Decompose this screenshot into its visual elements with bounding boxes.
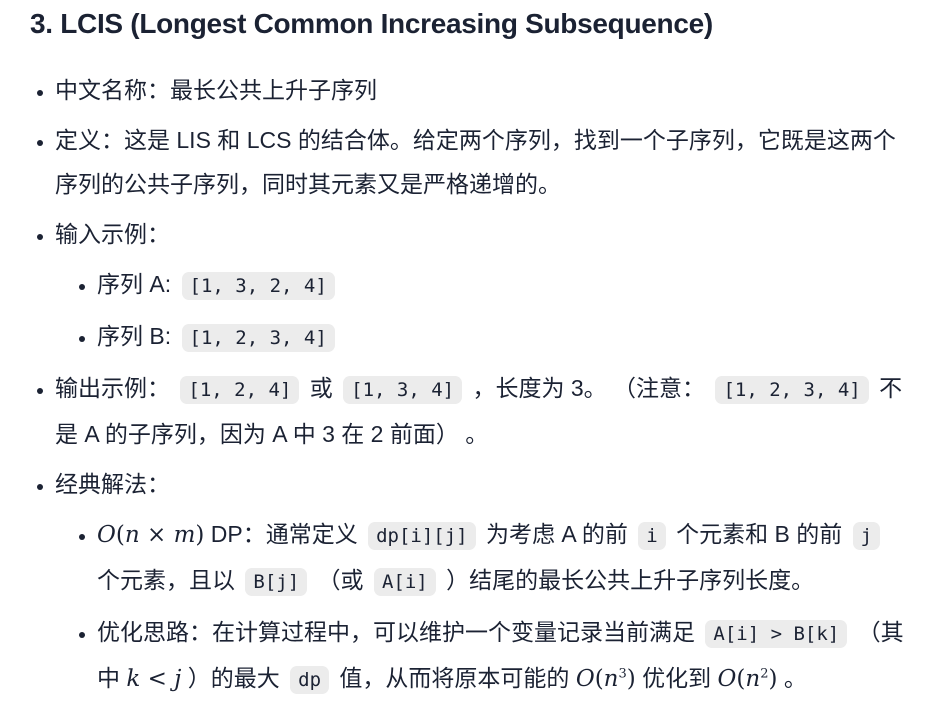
math-variable: n xyxy=(603,666,619,692)
list-item: 优化思路：在计算过程中，可以维护一个变量记录当前满足 A[i] > B[k] （… xyxy=(97,610,906,702)
list-item: 输入示例：序列 A: [1, 3, 2, 4]序列 B: [1, 2, 3, 4… xyxy=(55,212,906,360)
inline-code: i xyxy=(638,522,666,550)
text-run: 输出示例： xyxy=(55,375,177,401)
inline-code: [1, 2, 3, 4] xyxy=(715,376,869,404)
nested-list: 序列 A: [1, 3, 2, 4]序列 B: [1, 2, 3, 4] xyxy=(55,262,906,360)
inline-code: [1, 2, 3, 4] xyxy=(181,324,335,352)
math-symbol: ) xyxy=(195,522,205,548)
math-expression: k < j xyxy=(126,666,181,692)
text-run: 为考虑 A 的前 xyxy=(479,521,635,547)
text-run: 中文名称：最长公共上升子序列 xyxy=(55,77,377,103)
inline-code: j xyxy=(852,522,881,550)
text-run: ）结尾的最长公共上升子序列长度。 xyxy=(439,567,815,593)
list-item: 输出示例： [1, 2, 4] 或 [1, 3, 4] ，长度为 3。 （注意：… xyxy=(55,366,906,456)
page-title: 3. LCIS (Longest Common Increasing Subse… xyxy=(30,8,713,39)
math-expression: O(n × m) xyxy=(97,522,204,548)
text-run: 个元素和 B 的前 xyxy=(669,521,849,547)
inline-code: [1, 3, 2, 4] xyxy=(181,272,335,300)
math-variable: m xyxy=(173,522,196,548)
inline-code: dp xyxy=(290,666,330,694)
math-symbol: < xyxy=(140,666,175,692)
math-symbol: ) xyxy=(626,666,636,692)
list-item: 序列 A: [1, 3, 2, 4] xyxy=(97,262,906,308)
inline-code: B[j] xyxy=(245,568,308,596)
text-run: 或 xyxy=(303,375,340,401)
math-variable: O xyxy=(717,666,737,692)
math-expression: O(n3) xyxy=(576,666,636,692)
list-item: 序列 B: [1, 2, 3, 4] xyxy=(97,314,906,360)
text-run: 个元素，且以 xyxy=(97,567,242,593)
list-item: 定义：这是 LIS 和 LCS 的结合体。给定两个序列，找到一个子序列，它既是这… xyxy=(55,118,906,206)
text-run: 序列 B: xyxy=(97,323,178,349)
list-item: 经典解法： O(n × m) DP：通常定义 dp[i][j] 为考虑 A 的前 … xyxy=(55,462,906,702)
math-variable: j xyxy=(174,666,182,692)
text-run: 输入示例： xyxy=(55,221,170,247)
text-run: 定义：这是 LIS 和 LCS 的结合体。给定两个序列，找到一个子序列，它既是这… xyxy=(55,127,896,197)
text-run: ）的最大 xyxy=(181,665,287,691)
list-item: O(n × m) DP：通常定义 dp[i][j] 为考虑 A 的前 i 个元素… xyxy=(97,512,906,604)
inline-code: [1, 3, 4] xyxy=(343,376,463,404)
math-symbol: ) xyxy=(768,666,778,692)
text-run: 优化思路：在计算过程中，可以维护一个变量记录当前满足 xyxy=(97,619,702,645)
math-symbol: ( xyxy=(736,666,746,692)
text-run: （或 xyxy=(311,567,370,593)
math-symbol: ( xyxy=(594,666,604,692)
topic-list: 中文名称：最长公共上升子序列定义：这是 LIS 和 LCS 的结合体。给定两个序… xyxy=(30,68,906,702)
inline-code: A[i] > B[k] xyxy=(705,620,848,648)
text-run: 优化到 xyxy=(635,665,718,691)
math-variable: O xyxy=(97,522,116,548)
math-expression: O(n2) xyxy=(718,666,778,692)
math-symbol: × xyxy=(139,522,174,548)
text-run: 值，从而将原本可能的 xyxy=(333,665,576,691)
text-run: 序列 A: xyxy=(97,271,178,297)
inline-code: [1, 2, 4] xyxy=(180,376,300,404)
math-superscript: 3 xyxy=(618,666,627,682)
math-variable: n xyxy=(745,666,761,692)
text-run: DP：通常定义 xyxy=(204,521,365,547)
text-run: （其中 xyxy=(97,619,904,691)
text-run: 。 xyxy=(777,665,807,691)
inline-code: A[i] xyxy=(373,568,436,596)
text-run: 不是 A 的子序列，因为 A 中 3 在 2 前面） 。 xyxy=(55,375,903,447)
text-run: 经典解法： xyxy=(55,471,170,497)
text-run: ，长度为 3。 （注意： xyxy=(466,375,712,401)
list-item: 中文名称：最长公共上升子序列 xyxy=(55,68,906,112)
math-variable: k xyxy=(126,666,141,692)
inline-code: dp[i][j] xyxy=(368,522,476,550)
math-superscript: 2 xyxy=(760,666,769,682)
math-symbol: ( xyxy=(115,522,125,548)
math-variable: n xyxy=(124,522,140,548)
nested-list: O(n × m) DP：通常定义 dp[i][j] 为考虑 A 的前 i 个元素… xyxy=(55,512,906,702)
math-variable: O xyxy=(575,666,595,692)
